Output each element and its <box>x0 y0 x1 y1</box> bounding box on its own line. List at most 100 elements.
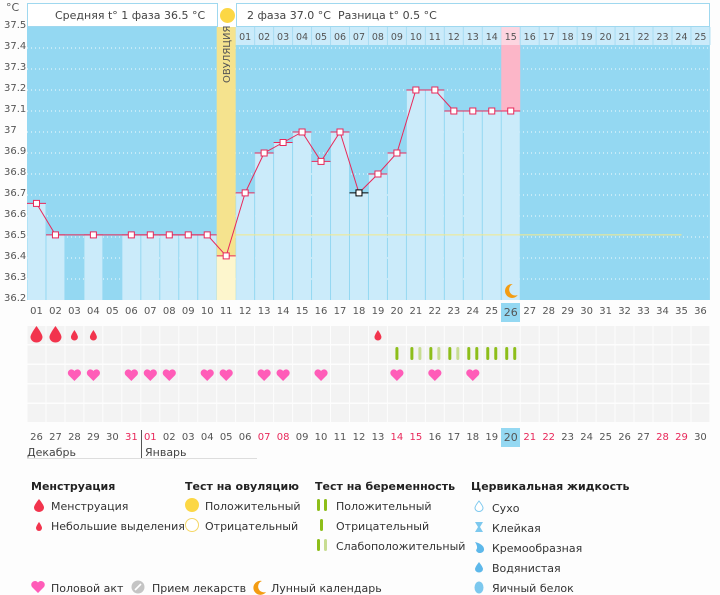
x-tick-label[interactable]: 16 <box>314 306 328 317</box>
calendar-date[interactable]: 28 <box>656 432 669 443</box>
calendar-date[interactable]: 08 <box>276 432 290 443</box>
x-tick-label[interactable]: 04 <box>87 306 100 317</box>
calendar-date[interactable]: 22 <box>542 432 556 443</box>
icon-cell <box>84 404 103 422</box>
dpo-label: 02 <box>258 32 270 43</box>
calendar-date[interactable]: 19 <box>485 432 499 443</box>
x-tick-label[interactable]: 17 <box>333 306 347 317</box>
icon-cell <box>349 345 368 364</box>
calendar-date[interactable]: 26 <box>618 432 631 443</box>
calendar-date[interactable]: 23 <box>561 432 575 443</box>
calendar-date[interactable]: 13 <box>371 432 385 443</box>
heart-icon <box>390 369 404 381</box>
ovulation-positive-icon <box>220 8 235 23</box>
calendar-date[interactable]: 18 <box>466 432 480 443</box>
x-tick-label[interactable]: 07 <box>143 306 157 317</box>
calendar-date[interactable]: 11 <box>333 432 347 443</box>
x-tick-label[interactable]: 15 <box>295 306 309 317</box>
x-tick-label[interactable]: 03 <box>68 306 81 317</box>
icon-cell <box>615 404 634 422</box>
x-tick-label[interactable]: 08 <box>162 306 176 317</box>
calendar-date[interactable]: 09 <box>295 432 309 443</box>
calendar-date[interactable]: 12 <box>352 432 366 443</box>
x-tick-label[interactable]: 21 <box>409 306 423 317</box>
x-tick-label[interactable]: 23 <box>447 306 461 317</box>
x-tick-label[interactable]: 27 <box>523 306 537 317</box>
moon-icon <box>253 580 266 595</box>
x-tick-label[interactable]: 31 <box>599 306 612 317</box>
calendar-date[interactable]: 15 <box>409 432 423 443</box>
x-tick-label[interactable]: 13 <box>257 306 271 317</box>
icon-cell <box>634 326 653 344</box>
icon-cell <box>46 365 65 383</box>
icon-cell <box>406 404 425 422</box>
temperature-point <box>51 231 59 239</box>
calendar-date[interactable]: 20 <box>501 428 521 447</box>
x-tick-label[interactable]: 33 <box>637 306 650 317</box>
calendar-date[interactable]: 27 <box>637 432 650 443</box>
x-tick-label[interactable]: 06 <box>124 306 138 317</box>
pregnancy-test-bar <box>467 347 471 360</box>
calendar-date[interactable]: 03 <box>181 432 195 443</box>
calendar-date[interactable]: 30 <box>106 432 119 443</box>
icon-cell <box>482 384 501 403</box>
temperature-point <box>89 231 97 239</box>
calendar-date[interactable]: 29 <box>675 432 688 443</box>
temperature-point <box>488 107 496 115</box>
cf-eggwhite-icon <box>474 581 484 594</box>
calendar-date[interactable]: 16 <box>428 432 442 443</box>
calendar-date[interactable]: 25 <box>599 432 612 443</box>
x-tick-label[interactable]: 22 <box>428 306 442 317</box>
temperature-point <box>507 107 515 115</box>
x-tick-label[interactable]: 11 <box>219 306 233 317</box>
y-tick-label: 37.3 <box>4 62 27 73</box>
calendar-date[interactable]: 02 <box>162 432 176 443</box>
x-tick-label[interactable]: 09 <box>181 306 195 317</box>
calendar-date[interactable]: 17 <box>447 432 461 443</box>
calendar-date[interactable]: 14 <box>390 432 404 443</box>
calendar-date[interactable]: 24 <box>580 432 593 443</box>
x-tick-label[interactable]: 05 <box>106 306 119 317</box>
icon-cell <box>653 326 672 344</box>
calendar-date[interactable]: 26 <box>30 432 43 443</box>
calendar-date[interactable]: 01 <box>143 432 157 443</box>
x-tick-label[interactable]: 36 <box>694 306 707 317</box>
calendar-date[interactable]: 28 <box>68 432 81 443</box>
x-tick-label[interactable]: 20 <box>390 306 404 317</box>
icon-cell <box>425 404 444 422</box>
calendar-date[interactable]: 07 <box>257 432 271 443</box>
pregnancy-test-bar <box>395 347 399 360</box>
icon-cell <box>103 404 122 422</box>
x-tick-label[interactable]: 28 <box>542 306 556 317</box>
x-tick-label[interactable]: 01 <box>30 306 43 317</box>
x-tick-label[interactable]: 32 <box>618 306 631 317</box>
icon-cell <box>274 326 293 344</box>
x-tick-label[interactable]: 24 <box>466 306 480 317</box>
x-tick-label[interactable]: 34 <box>656 306 669 317</box>
calendar-date[interactable]: 27 <box>49 432 62 443</box>
calendar-date[interactable]: 29 <box>87 432 100 443</box>
y-tick-label: 37 <box>4 125 17 136</box>
x-tick-label[interactable]: 19 <box>371 306 385 317</box>
x-tick-label[interactable]: 12 <box>238 306 252 317</box>
icon-cell <box>558 326 577 344</box>
calendar-date[interactable]: 04 <box>200 432 214 443</box>
x-tick-label[interactable]: 26 <box>501 303 521 322</box>
x-tick-label[interactable]: 02 <box>49 306 62 317</box>
x-tick-label[interactable]: 14 <box>276 306 290 317</box>
icon-cell <box>425 345 444 364</box>
icon-cell <box>615 345 634 364</box>
x-tick-label[interactable]: 29 <box>561 306 575 317</box>
calendar-date[interactable]: 21 <box>523 432 537 443</box>
x-tick-label[interactable]: 25 <box>485 306 499 317</box>
calendar-date[interactable]: 06 <box>238 432 252 443</box>
temperature-bar <box>331 132 349 300</box>
calendar-date[interactable]: 05 <box>219 432 233 443</box>
calendar-date[interactable]: 10 <box>314 432 328 443</box>
x-tick-label[interactable]: 18 <box>352 306 366 317</box>
x-tick-label[interactable]: 10 <box>200 306 214 317</box>
x-tick-label[interactable]: 30 <box>580 306 593 317</box>
x-tick-label[interactable]: 35 <box>675 306 688 317</box>
calendar-date[interactable]: 30 <box>694 432 707 443</box>
calendar-date[interactable]: 31 <box>124 432 138 443</box>
